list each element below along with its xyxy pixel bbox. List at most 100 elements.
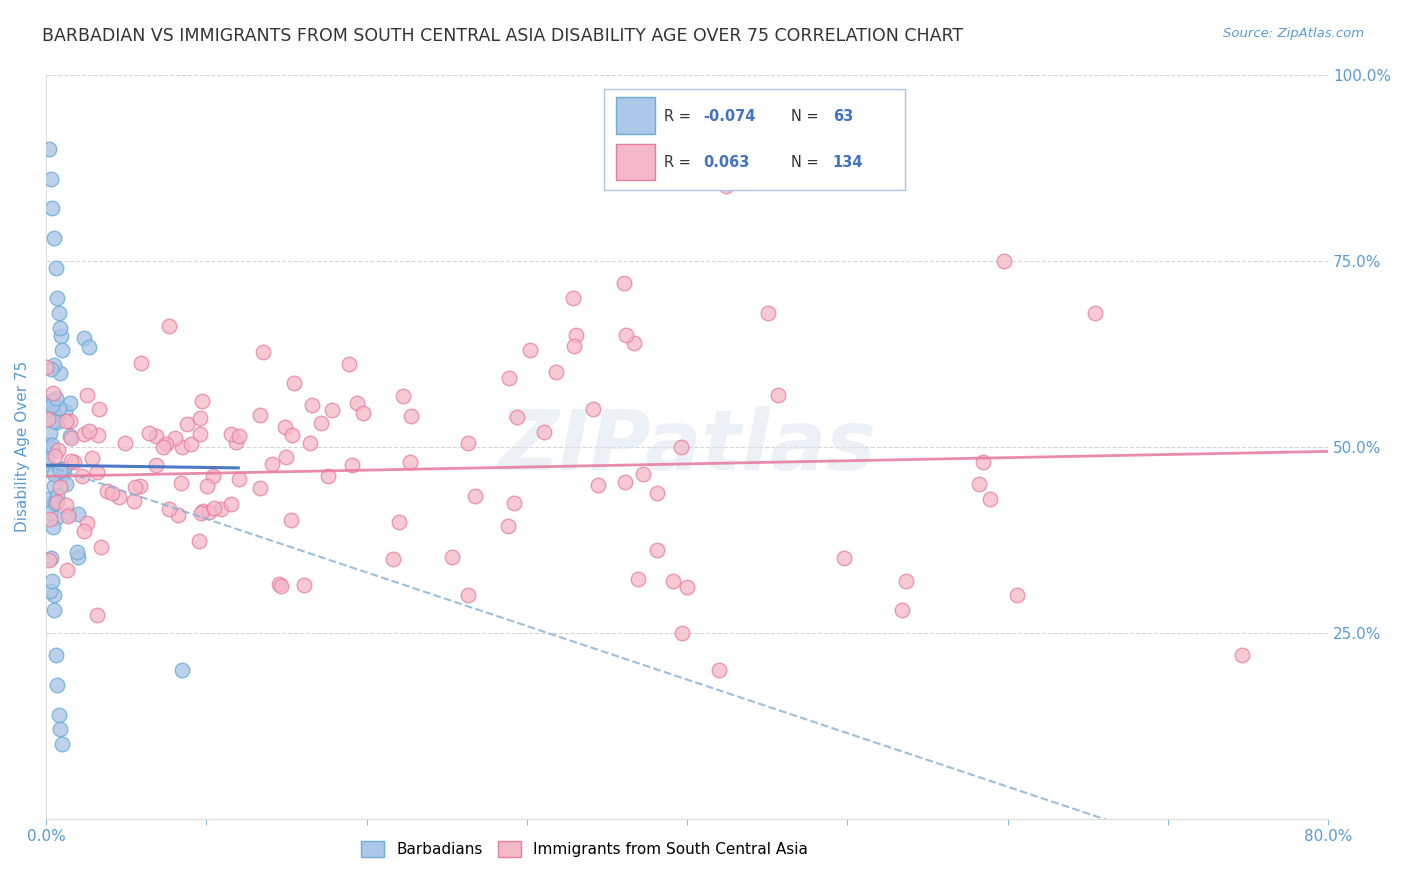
Legend: Barbadians, Immigrants from South Central Asia: Barbadians, Immigrants from South Centra… — [354, 835, 814, 863]
Point — [42, 494, 65, 508]
Point — [35, 457, 58, 471]
Point — [337, 357, 360, 371]
Point — [896, 574, 918, 588]
Point — [63, 455, 86, 469]
Point — [562, 339, 585, 353]
Point — [388, 515, 411, 529]
Point — [645, 486, 668, 500]
Point — [262, 457, 284, 471]
Point — [124, 480, 146, 494]
Point — [979, 491, 1001, 506]
Point — [56, 563, 79, 577]
Point — [45, 494, 67, 508]
Point — [352, 406, 374, 420]
Point — [41, 406, 63, 420]
Point — [188, 533, 211, 548]
Point — [228, 472, 250, 486]
Point — [891, 603, 914, 617]
Point — [35, 453, 58, 467]
Point — [45, 648, 67, 662]
Point — [180, 437, 202, 451]
Point — [172, 440, 194, 454]
Point — [249, 408, 271, 422]
Point — [90, 540, 112, 554]
Point — [457, 436, 479, 450]
Point — [51, 461, 73, 475]
Point — [48, 306, 70, 320]
Point — [163, 432, 186, 446]
Point — [53, 462, 76, 476]
Point — [66, 507, 89, 521]
Point — [506, 409, 529, 424]
Point — [44, 589, 66, 603]
Point — [399, 409, 422, 424]
Point — [60, 431, 83, 445]
Point — [464, 489, 486, 503]
Point — [41, 398, 63, 412]
Point — [346, 396, 368, 410]
Point — [42, 603, 65, 617]
Point — [49, 463, 72, 477]
Point — [614, 475, 637, 489]
Point — [832, 551, 855, 566]
Point — [321, 403, 343, 417]
Point — [1007, 589, 1029, 603]
Point — [44, 496, 66, 510]
Point — [42, 385, 65, 400]
Point — [645, 542, 668, 557]
Point — [270, 579, 292, 593]
Point — [82, 450, 104, 465]
Point — [201, 469, 224, 483]
Point — [35, 359, 58, 374]
Point — [45, 391, 67, 405]
Point — [114, 436, 136, 450]
Point — [155, 437, 177, 451]
Point — [58, 508, 80, 522]
Point — [391, 389, 413, 403]
Point — [66, 549, 89, 564]
Point — [399, 455, 422, 469]
Point — [45, 416, 67, 430]
Point — [51, 329, 73, 343]
Point — [66, 545, 89, 559]
Point — [79, 424, 101, 438]
Point — [35, 436, 58, 450]
Point — [122, 493, 145, 508]
Point — [152, 440, 174, 454]
Point — [42, 393, 65, 408]
Point — [972, 454, 994, 468]
Point — [49, 480, 72, 494]
Point — [38, 512, 60, 526]
Point — [157, 502, 180, 516]
Point — [145, 429, 167, 443]
Point — [59, 414, 82, 428]
Point — [37, 412, 59, 426]
Point — [301, 398, 323, 412]
Point — [38, 402, 60, 417]
Point — [191, 393, 214, 408]
Point — [613, 276, 636, 290]
Text: ZIPatlas: ZIPatlas — [498, 406, 876, 487]
Point — [86, 465, 108, 479]
Text: BARBADIAN VS IMMIGRANTS FROM SOUTH CENTRAL ASIA DISABILITY AGE OVER 75 CORRELATI: BARBADIAN VS IMMIGRANTS FROM SOUTH CENTR… — [42, 27, 963, 45]
Point — [225, 435, 247, 450]
Point — [45, 511, 67, 525]
Point — [37, 440, 59, 454]
Point — [198, 505, 221, 519]
Point — [457, 588, 479, 602]
Point — [662, 574, 685, 588]
Point — [564, 328, 586, 343]
Point — [993, 253, 1015, 268]
Point — [38, 584, 60, 599]
Point — [59, 454, 82, 468]
Point — [967, 476, 990, 491]
Point — [562, 291, 585, 305]
Point — [38, 142, 60, 156]
Point — [51, 467, 73, 482]
Point — [129, 479, 152, 493]
Point — [614, 328, 637, 343]
Point — [59, 396, 82, 410]
Point — [249, 481, 271, 495]
Point — [675, 580, 697, 594]
Point — [39, 171, 62, 186]
